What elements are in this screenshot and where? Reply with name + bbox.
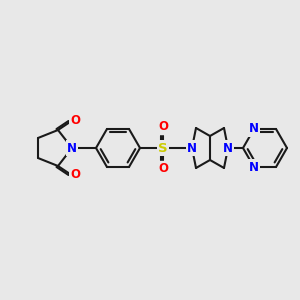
Text: N: N (249, 160, 259, 174)
Text: N: N (223, 142, 233, 154)
Text: N: N (249, 122, 259, 135)
Text: O: O (158, 121, 168, 134)
Text: O: O (158, 163, 168, 176)
Text: N: N (67, 142, 77, 154)
Text: O: O (70, 169, 80, 182)
Text: N: N (187, 142, 197, 154)
Text: O: O (70, 115, 80, 128)
Text: S: S (158, 142, 168, 154)
